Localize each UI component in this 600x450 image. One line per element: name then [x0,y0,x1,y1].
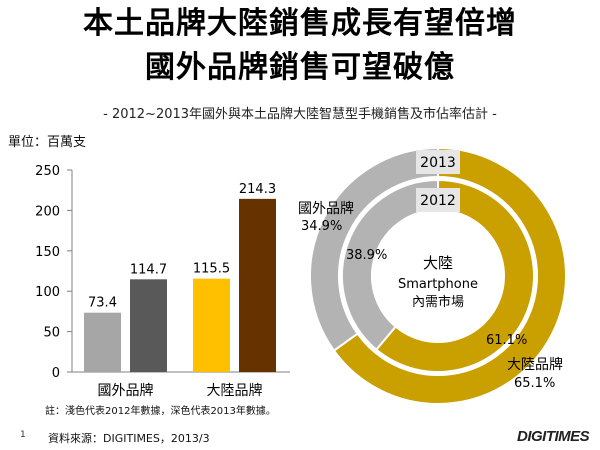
slice-percent-label: 38.9% [346,248,387,263]
y-tick-label: 0 [52,366,60,381]
donut-center-label: Smartphone [398,277,478,292]
page-number: 1 [20,430,26,440]
ring-year-label: 2013 [420,155,456,171]
donut-slice-local [332,146,567,405]
donut-center-label: 內需市場 [412,294,464,310]
page-title-line2: 國外品牌銷售可望破億 [145,50,455,85]
bar-value-label: 115.5 [193,262,230,277]
bar [193,278,230,372]
chart-subtitle: - 2012~2013年國外與本土品牌大陸智慧型手機銷售及市佔率估計 - [103,107,497,122]
ring-year-box [416,150,460,174]
donut-center-label: 大陸 [423,254,453,272]
bar [84,312,121,372]
y-tick-label: 250 [35,164,60,179]
page-title-line1: 本土品牌大陸銷售成長有望倍增 [83,6,517,41]
x-category-label: 大陸品牌 [207,382,263,399]
x-category-label: 國外品牌 [98,382,154,399]
donut-slice-foreign [341,178,439,351]
brand-logo: DIGITIMES [517,428,590,445]
bar [130,279,167,372]
unit-label: 單位：百萬支 [8,135,87,150]
y-tick-label: 150 [35,245,60,260]
y-tick-label: 100 [35,285,60,300]
slice-category-label: 大陸品牌 [507,356,563,373]
y-tick-label: 50 [43,326,60,341]
slice-percent-label: 61.1% [486,333,527,348]
slice-category-label: 國外品牌 [298,200,354,217]
donut-slice-local [374,178,535,373]
bar-value-label: 214.3 [239,182,276,197]
y-tick-label: 200 [35,204,60,219]
ring-year-box [416,188,460,212]
slice-percent-label: 65.1% [514,376,555,391]
footnote: 註：淺色代表2012年數據，深色代表2013年數據。 [45,406,276,417]
bar-value-label: 73.4 [88,296,117,311]
bar-value-label: 114.7 [130,262,167,277]
ring-year-label: 2012 [420,193,456,209]
slice-percent-label: 34.9% [301,219,342,234]
bar [239,198,276,372]
source-text: 資料來源：DIGITIMES，2013/3 [48,432,210,445]
donut-slice-foreign [309,146,439,352]
